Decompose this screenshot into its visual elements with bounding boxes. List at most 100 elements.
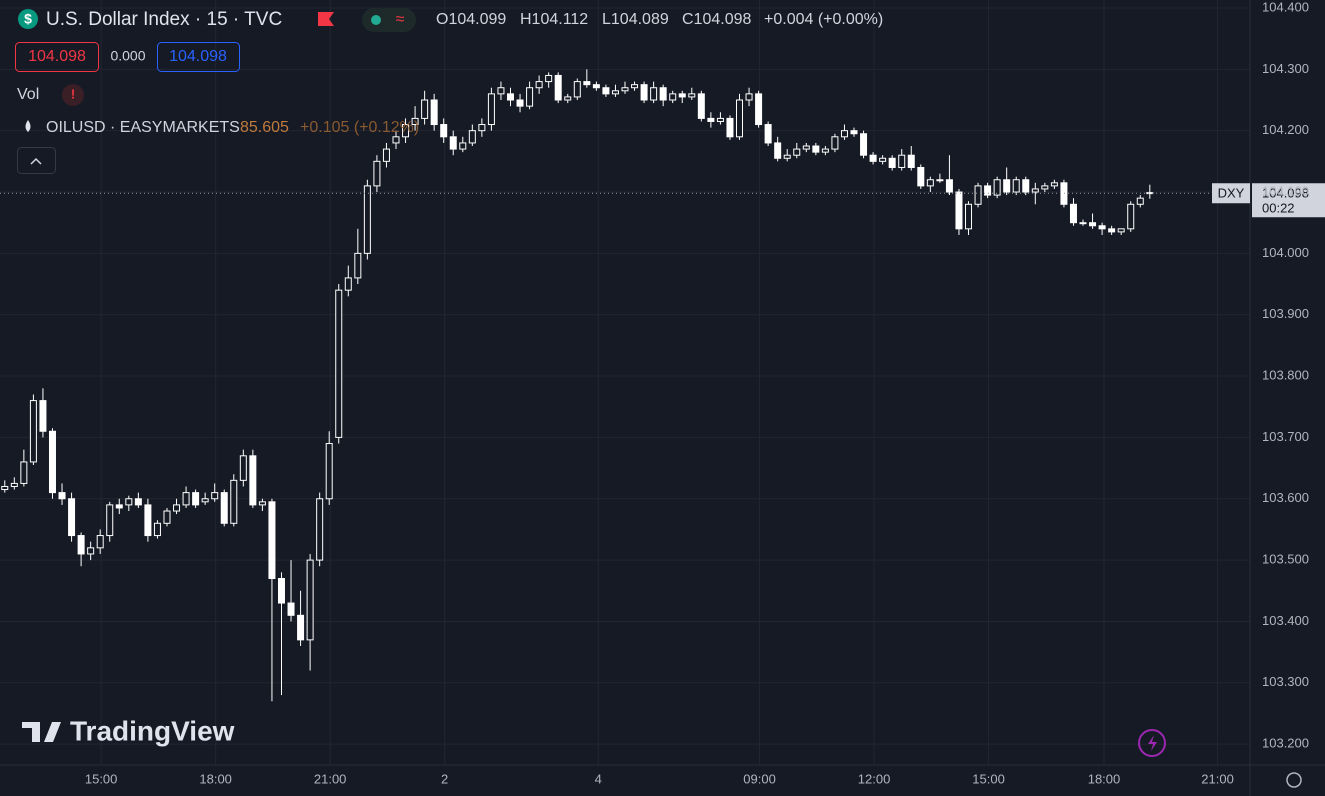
flag-icon[interactable] [318,12,334,26]
candle-body [68,498,76,537]
candle-body [325,443,333,500]
candle-body [316,498,324,561]
candle-body [764,124,772,144]
candles [1,69,1154,702]
candle-body [965,203,973,230]
candle-body [144,504,152,537]
x-tick-label: 4 [595,771,602,786]
candle-body [688,93,696,98]
candle-body [955,191,963,230]
candle-body [545,74,553,83]
candle-body [478,124,486,132]
candle-body [373,160,381,187]
candle-body [449,136,457,150]
x-tick-label: 2 [441,771,448,786]
warning-icon[interactable] [62,84,84,106]
candle-body [163,510,171,524]
ohlc-high: H104.112 [520,11,588,28]
candle-body [592,84,600,89]
candle-body [926,179,934,187]
candle-body [1060,182,1068,205]
candle-body [755,93,763,126]
candle-body [249,455,257,506]
candle-body [831,136,839,150]
candle-body [87,547,95,555]
candle-body [1108,228,1116,233]
y-tick-label: 103.500 [1262,552,1309,567]
candle-body [535,81,543,89]
status-icon: ≈ [396,11,405,28]
symbol-icon [18,9,38,29]
candle-body [745,93,753,101]
candle-body [1003,179,1011,193]
candle-body [10,482,18,487]
candle-body [678,93,686,98]
x-tick-label: 21:00 [314,771,347,786]
x-tick-label: 09:00 [743,771,776,786]
candle-body [984,185,992,196]
y-tick-label: 103.700 [1262,429,1309,444]
overlay-name[interactable]: OILUSD · EASYMARKETS [46,119,240,136]
candle-body [936,179,944,182]
symbol-tag [1212,183,1250,204]
candle-body [440,124,448,138]
candle-body [1079,222,1087,225]
x-tick-label: 21:00 [1201,771,1234,786]
countdown-label: 00:22 [1262,201,1295,216]
collapse-icon [30,157,42,165]
candle-body [860,133,868,156]
x-tick-label: 15:00 [85,771,118,786]
event-icon[interactable] [1138,729,1166,757]
candle-body [1117,228,1125,233]
candle-body [573,81,581,98]
candle-body [239,455,247,481]
candle-body [1041,185,1049,190]
candle-body [173,504,181,512]
candle-body [411,117,419,126]
candle-body [39,400,47,432]
candle-body [1050,182,1058,187]
settings-icon[interactable] [1286,772,1302,788]
candle-body [20,461,28,484]
vol-label[interactable]: Vol [17,86,39,103]
candle-body [430,99,438,126]
candle-body [153,522,161,537]
candle-body [392,136,400,144]
candle-body [77,535,85,555]
buy-box[interactable] [157,42,240,72]
candle-body [802,145,810,150]
candle-body [783,154,791,159]
candle-body [888,157,896,168]
candle-body [974,185,982,205]
candle-body [879,157,887,162]
candle-body [459,142,467,150]
candle-body [869,154,877,162]
candle-body [297,614,305,641]
candle-body [1,485,9,491]
chart-title[interactable]: U.S. Dollar Index · 15 · TVC [46,9,282,30]
sell-price[interactable]: 104.098 [28,48,86,65]
x-tick-label: 15:00 [972,771,1005,786]
candle-body [726,117,734,138]
candle-body [497,87,505,95]
candle-body [945,179,953,193]
candle-body [192,492,200,506]
grid [0,0,1250,765]
sell-box[interactable] [15,42,99,72]
candle-body [669,93,677,101]
candle-body [840,130,848,138]
buy-price[interactable]: 104.098 [169,48,227,65]
candle-body [650,87,658,101]
candle-body [96,535,104,549]
overlay-price: 85.605 [240,119,289,136]
y-tick-label: 103.300 [1262,674,1309,689]
candle-body [631,84,639,89]
price-tag-label: 104.098 [1262,186,1309,201]
status-pill[interactable] [362,8,416,32]
candle-body [268,501,276,580]
candle-body [736,99,744,138]
header: $ U.S. Dollar Index · 15 · TVC ≈ O104.09… [15,8,1302,788]
candle-body [659,87,667,101]
watermark-logo [22,722,61,742]
